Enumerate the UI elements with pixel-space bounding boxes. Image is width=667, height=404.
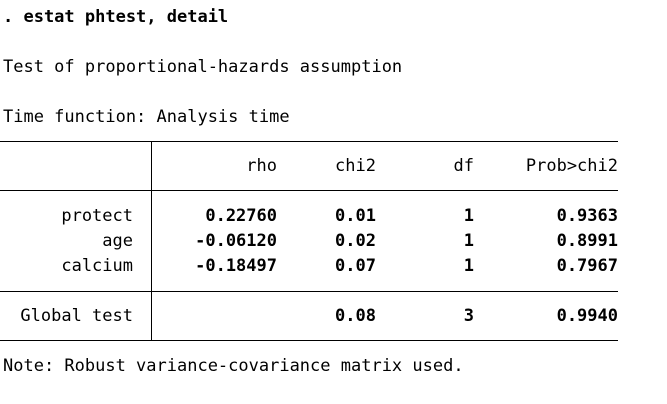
time-function-line: Time function: Analysis time [3,107,290,127]
footnote: Note: Robust variance-covariance matrix … [3,356,464,376]
prob-value: 0.7967 [556,256,618,276]
prob-value: 0.8991 [556,231,618,251]
header-df: df [453,156,474,176]
prob-value: 0.9363 [556,206,618,226]
table-column-divider [151,141,152,341]
table-bottom-rule [0,340,618,341]
rho-value: 0.22760 [205,206,277,226]
row-label: Global test [20,306,133,326]
df-value: 1 [463,256,474,276]
command-line: . estat phtest, detail [3,7,229,27]
table-top-rule [0,141,618,142]
chi2-value: 0.08 [335,306,376,326]
df-value: 1 [463,231,474,251]
rho-value: -0.18497 [195,256,277,276]
chi2-value: 0.02 [335,231,376,251]
row-label: protect [61,206,133,226]
header-chi2: chi2 [335,156,376,176]
rho-value: -0.06120 [195,231,277,251]
row-label: age [102,231,133,251]
header-rho: rho [246,156,277,176]
df-value: 1 [463,206,474,226]
prob-value: 0.9940 [556,306,618,326]
row-label: calcium [61,256,133,276]
chi2-value: 0.01 [335,206,376,226]
df-value: 3 [463,306,474,326]
chi2-value: 0.07 [335,256,376,276]
table-body-rule [0,291,618,292]
table-header-rule [0,190,618,191]
header-prob: Prob>chi2 [525,156,618,176]
output-title: Test of proportional-hazards assumption [3,57,403,77]
